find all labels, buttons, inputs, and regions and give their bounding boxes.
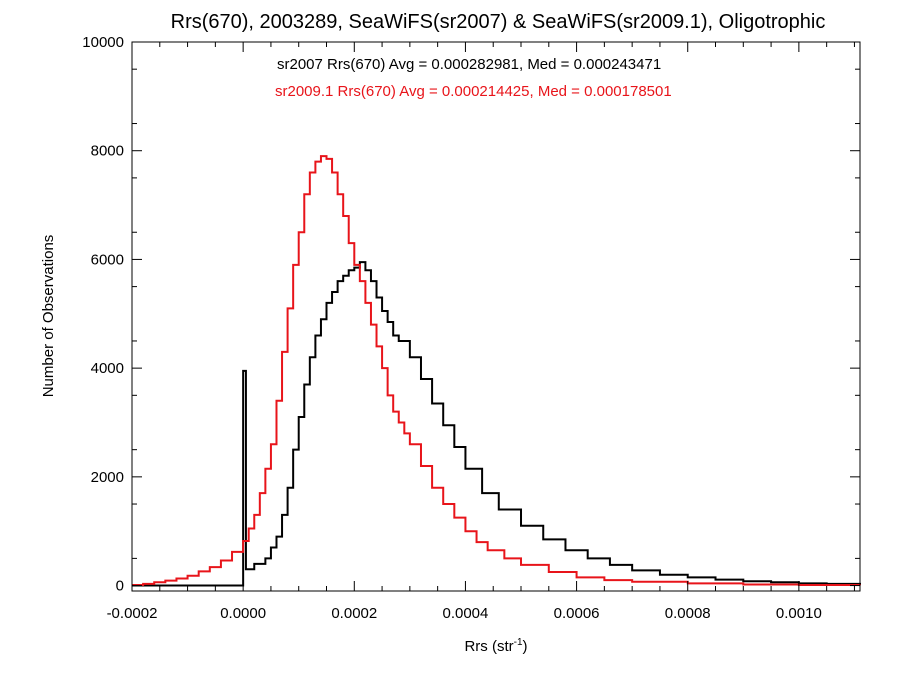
- annotations: sr2007 Rrs(670) Avg = 0.000282981, Med =…: [275, 56, 672, 100]
- y-axis-label: Number of Observations: [40, 235, 57, 398]
- x-tick-label: 0.0002: [331, 605, 377, 622]
- series-line-sr2009-1: [132, 155, 861, 587]
- x-axis-label-end: ): [523, 638, 528, 655]
- chart-title: Rrs(670), 2003289, SeaWiFS(sr2007) & Sea…: [171, 11, 826, 33]
- x-axis-label-main: Rrs (str: [464, 638, 513, 655]
- annotation-sr2009: sr2009.1 Rrs(670) Avg = 0.000214425, Med…: [275, 83, 672, 100]
- x-tick-label: 0.0004: [442, 605, 488, 622]
- y-tick-label: 6000: [91, 251, 124, 268]
- y-tick-label: 8000: [91, 143, 124, 160]
- x-axis-label: Rrs (str-1): [464, 637, 527, 655]
- y-tick-label: 4000: [91, 360, 124, 377]
- annotation-sr2007: sr2007 Rrs(670) Avg = 0.000282981, Med =…: [277, 56, 661, 73]
- x-tick-label: 0.0000: [220, 605, 266, 622]
- y-tick-label: 2000: [91, 469, 124, 486]
- x-tick-label: -0.0002: [107, 605, 158, 622]
- x-tick-label: 0.0006: [554, 605, 600, 622]
- x-tick-label: 0.0008: [665, 605, 711, 622]
- plot-frame: [131, 41, 861, 592]
- x-tick-label: 0.0010: [776, 605, 822, 622]
- series-line-sr2007: [132, 261, 861, 587]
- y-tick-label: 10000: [82, 34, 124, 51]
- x-axis-label-sup: -1: [514, 637, 523, 648]
- series-layer: [132, 155, 861, 587]
- y-tick-label: 0: [116, 578, 124, 595]
- ticks-layer: -0.0002 0.0000 0.0002 0.0004 0.0006 0.0008 0.0…: [82, 34, 860, 622]
